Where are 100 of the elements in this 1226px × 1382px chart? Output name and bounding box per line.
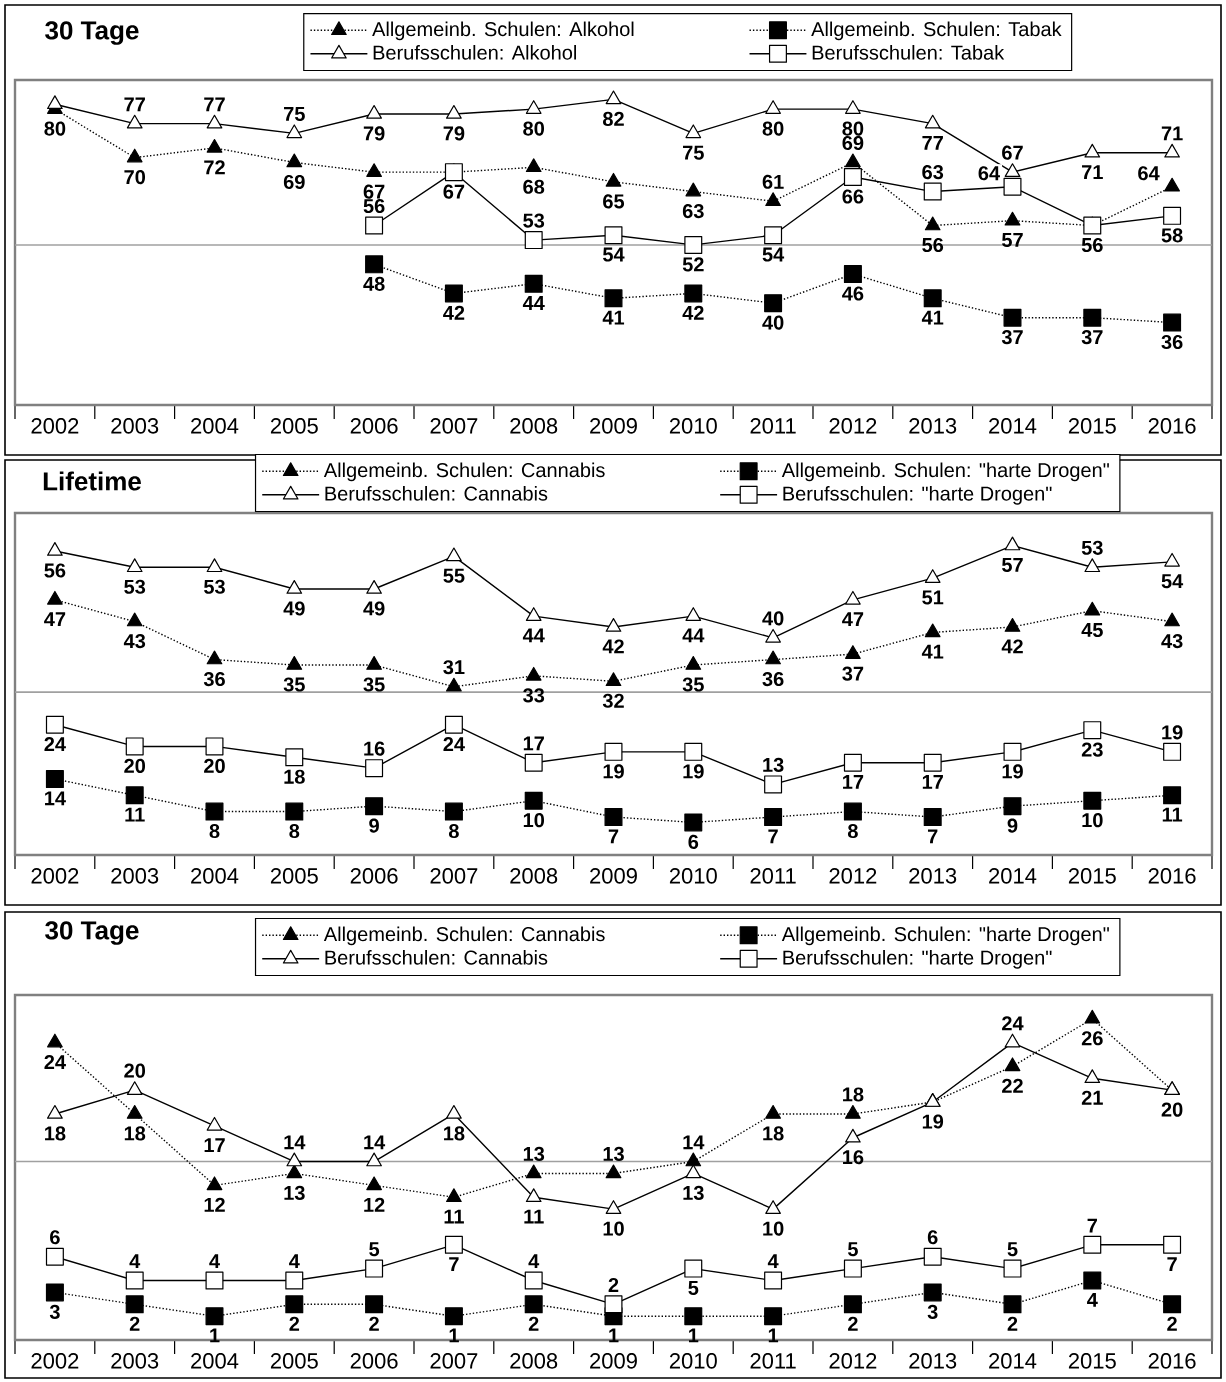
data-label: 61 <box>762 174 784 189</box>
data-label: 71 <box>1082 165 1103 179</box>
data-label: 77 <box>922 136 943 150</box>
data-label: 7 <box>608 829 619 844</box>
data-label: 3 <box>927 1304 938 1319</box>
data-label: 49 <box>283 601 305 616</box>
x-tick-label: 2003 <box>111 868 159 884</box>
x-tick-label: 2009 <box>590 1353 637 1369</box>
legend-label: Allgemeinb. Schulen: Cannabis <box>323 462 605 482</box>
data-label: 19 <box>683 764 704 779</box>
legend-label: Berufsschulen: "harte Drogen" <box>783 486 1052 505</box>
data-label: 33 <box>523 688 545 703</box>
data-label: 82 <box>603 111 624 126</box>
data-label: 42 <box>602 639 624 654</box>
legend-label: Berufsschulen: Cannabis <box>325 486 548 501</box>
data-label: 42 <box>682 305 704 320</box>
data-label: 63 <box>682 203 704 219</box>
data-label: 4 <box>528 1254 540 1269</box>
chart-title: 30 Tage <box>45 21 139 45</box>
data-label: 19 <box>1002 764 1023 779</box>
data-label: 2 <box>369 1316 379 1331</box>
x-tick-label: 2012 <box>829 868 877 884</box>
data-label: 6 <box>688 834 699 849</box>
data-label: 2 <box>1007 1316 1018 1331</box>
data-label: 18 <box>284 769 305 784</box>
data-label: 54 <box>762 247 785 262</box>
data-label: 36 <box>762 671 784 687</box>
data-label: 57 <box>1002 233 1023 248</box>
data-label: 47 <box>44 612 66 627</box>
x-tick-label: 2013 <box>909 418 957 434</box>
data-label: 26 <box>1081 1031 1103 1046</box>
data-label: 80 <box>762 121 784 136</box>
data-label: 14 <box>284 1135 306 1150</box>
data-label: 20 <box>124 1063 146 1078</box>
data-label: 42 <box>1001 639 1023 654</box>
x-tick-label: 2004 <box>191 1353 239 1369</box>
data-label: 35 <box>283 677 305 692</box>
data-label: 40 <box>762 611 784 626</box>
data-label: 4 <box>1087 1292 1098 1307</box>
x-tick-label: 2009 <box>590 418 637 434</box>
x-tick-label: 2003 <box>111 1353 159 1369</box>
data-label: 5 <box>1007 1242 1018 1257</box>
x-tick-label: 2006 <box>350 868 398 884</box>
data-label: 32 <box>602 693 624 708</box>
data-label: 20 <box>204 758 225 773</box>
data-label: 6 <box>927 1230 938 1245</box>
data-label: 1 <box>210 1328 220 1343</box>
data-label: 23 <box>1081 742 1103 757</box>
data-label: 79 <box>363 126 385 141</box>
data-label: 14 <box>364 1135 386 1150</box>
data-label: 13 <box>763 757 784 773</box>
data-label: 64 <box>978 166 1000 181</box>
x-tick-label: 2015 <box>1068 418 1116 434</box>
x-tick-label: 2016 <box>1148 1353 1196 1369</box>
data-label: 24 <box>44 737 66 752</box>
data-label: 12 <box>364 1197 385 1212</box>
data-label: 2 <box>848 1316 858 1331</box>
x-tick-label: 2014 <box>989 1353 1037 1369</box>
data-label: 71 <box>1161 126 1183 141</box>
legend-label: Berufsschulen: Alkohol <box>373 45 576 60</box>
data-label: 18 <box>45 1126 66 1141</box>
data-label: 63 <box>922 164 944 180</box>
data-label: 8 <box>448 823 459 839</box>
data-label: 10 <box>603 1221 624 1236</box>
data-label: 3 <box>49 1304 60 1319</box>
data-label: 67 <box>443 184 465 199</box>
data-label: 2 <box>528 1316 539 1331</box>
data-label: 66 <box>842 189 864 204</box>
data-label: 37 <box>842 666 864 681</box>
x-tick-label: 2005 <box>270 1353 318 1369</box>
data-label: 53 <box>1081 540 1103 555</box>
data-label: 41 <box>921 310 944 325</box>
data-label: 7 <box>1087 1218 1097 1233</box>
data-label: 17 <box>523 736 544 751</box>
data-label: 36 <box>203 671 225 687</box>
data-label: 17 <box>204 1138 225 1153</box>
data-label: 9 <box>369 818 379 833</box>
x-tick-label: 2014 <box>989 868 1037 884</box>
data-label: 51 <box>922 590 944 605</box>
data-label: 1 <box>688 1328 699 1343</box>
data-label: 69 <box>842 135 864 151</box>
data-label: 24 <box>44 1054 66 1069</box>
data-label: 41 <box>602 310 625 325</box>
data-label: 12 <box>204 1197 225 1212</box>
data-label: 80 <box>842 121 864 136</box>
data-label: 1 <box>609 1328 619 1343</box>
x-tick-label: 2008 <box>510 1353 558 1369</box>
data-label: 36 <box>1161 334 1183 350</box>
legend-label: Allgemeinb. Schulen: Tabak <box>811 21 1062 41</box>
data-label: 37 <box>1001 330 1023 345</box>
data-label: 4 <box>129 1254 141 1269</box>
data-label: 80 <box>523 121 545 136</box>
data-label: 18 <box>444 1126 465 1141</box>
data-label: 5 <box>369 1242 380 1257</box>
data-label: 54 <box>1161 574 1184 589</box>
x-tick-label: 2015 <box>1068 1353 1116 1369</box>
x-tick-label: 2002 <box>31 418 79 434</box>
data-label: 10 <box>763 1221 784 1236</box>
data-label: 13 <box>523 1146 545 1162</box>
data-label: 53 <box>523 213 545 228</box>
